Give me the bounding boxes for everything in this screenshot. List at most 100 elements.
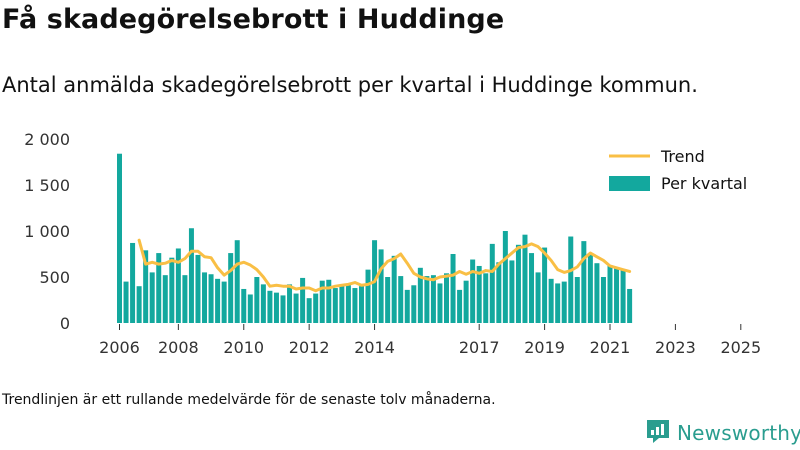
bar — [535, 272, 541, 323]
bar — [411, 285, 417, 323]
y-tick-label: 2 000 — [24, 130, 70, 149]
bar — [280, 295, 286, 323]
chart-legend: Trend Per kvartal — [609, 147, 747, 193]
bar — [143, 250, 149, 323]
bar — [162, 275, 168, 323]
bar — [182, 275, 188, 323]
trend-line — [137, 238, 632, 293]
bar — [515, 244, 521, 323]
bar — [130, 242, 136, 323]
brand-logo: Newsworthy — [645, 419, 800, 447]
bar — [195, 254, 201, 323]
bar — [352, 288, 358, 323]
x-tick-label: 2008 — [158, 338, 199, 357]
bar — [260, 284, 266, 323]
page-title: Få skadegörelsebrott i Huddinge — [2, 4, 505, 35]
bar — [417, 267, 423, 323]
bar — [267, 290, 273, 323]
bar — [404, 289, 410, 323]
x-tick-label: 2017 — [459, 338, 500, 357]
x-tick-label: 2025 — [720, 338, 761, 357]
x-tick-label: 2021 — [590, 338, 631, 357]
bar — [470, 259, 476, 323]
chart-footnote: Trendlinjen är ett rullande medelvärde f… — [2, 392, 496, 408]
bar — [600, 277, 606, 323]
bar — [326, 279, 332, 323]
bar — [241, 288, 247, 323]
bar — [247, 294, 253, 323]
legend-bar-label: Per kvartal — [661, 174, 747, 193]
bar — [522, 234, 528, 323]
bar — [234, 240, 240, 323]
bar — [548, 278, 554, 323]
bar — [300, 277, 306, 323]
bar — [620, 269, 626, 323]
legend-bar-swatch — [609, 176, 650, 191]
x-tick-label: 2012 — [289, 338, 330, 357]
x-tick-label: 2019 — [524, 338, 565, 357]
bar — [614, 267, 620, 323]
bar — [306, 298, 312, 323]
bar — [123, 281, 129, 323]
bar — [345, 285, 351, 323]
bar — [385, 277, 391, 323]
y-tick-label: 1 000 — [24, 222, 70, 241]
bar — [228, 253, 234, 323]
bar — [463, 280, 469, 323]
x-tick-label: 2023 — [655, 338, 696, 357]
bar — [378, 249, 384, 323]
bar — [169, 257, 175, 323]
bar — [594, 263, 600, 323]
bar — [574, 277, 580, 323]
y-tick-label: 500 — [39, 268, 70, 287]
bar — [319, 280, 325, 323]
bar — [287, 284, 293, 323]
bar — [568, 236, 574, 323]
bar — [509, 260, 515, 323]
y-tick-label: 1 500 — [24, 176, 70, 195]
bar — [175, 248, 181, 323]
bar — [117, 153, 122, 323]
x-tick-label: 2014 — [354, 338, 395, 357]
newsworthy-logo-icon — [645, 418, 671, 448]
x-tick-label: 2010 — [223, 338, 264, 357]
bar — [188, 228, 194, 323]
bar — [502, 231, 508, 323]
bar — [607, 265, 613, 323]
bar — [339, 284, 345, 323]
bar — [627, 288, 633, 323]
bar — [202, 272, 208, 323]
bar — [254, 277, 260, 323]
brand-name: Newsworthy — [677, 421, 800, 445]
bar — [221, 281, 227, 323]
bar — [332, 288, 338, 323]
bar — [358, 286, 364, 323]
y-axis: 0 500 1 000 1 500 2 000 — [24, 130, 70, 333]
bar — [273, 292, 279, 323]
bar — [293, 293, 299, 323]
bar — [483, 273, 489, 323]
bar — [457, 289, 463, 323]
bar — [476, 265, 482, 323]
bar — [555, 283, 561, 323]
bar — [489, 243, 495, 323]
bar — [444, 273, 449, 323]
bar — [215, 278, 221, 323]
bar — [136, 286, 142, 323]
bar — [208, 274, 214, 323]
bar — [398, 276, 404, 323]
bar — [542, 247, 548, 323]
bar — [496, 262, 502, 323]
x-axis: 2006 2008 2010 2012 2014 2017 2019 2021 2023 2025 — [99, 324, 761, 357]
chart-subtitle: Antal anmälda skadegörelsebrott per kvar… — [2, 73, 698, 97]
bar — [581, 241, 587, 323]
bar — [529, 253, 535, 323]
bar — [156, 253, 162, 323]
bar — [391, 255, 397, 323]
bar — [450, 254, 456, 323]
bar — [365, 269, 371, 323]
bar — [561, 281, 567, 323]
x-tick-label: 2006 — [99, 338, 140, 357]
bar — [149, 272, 155, 323]
